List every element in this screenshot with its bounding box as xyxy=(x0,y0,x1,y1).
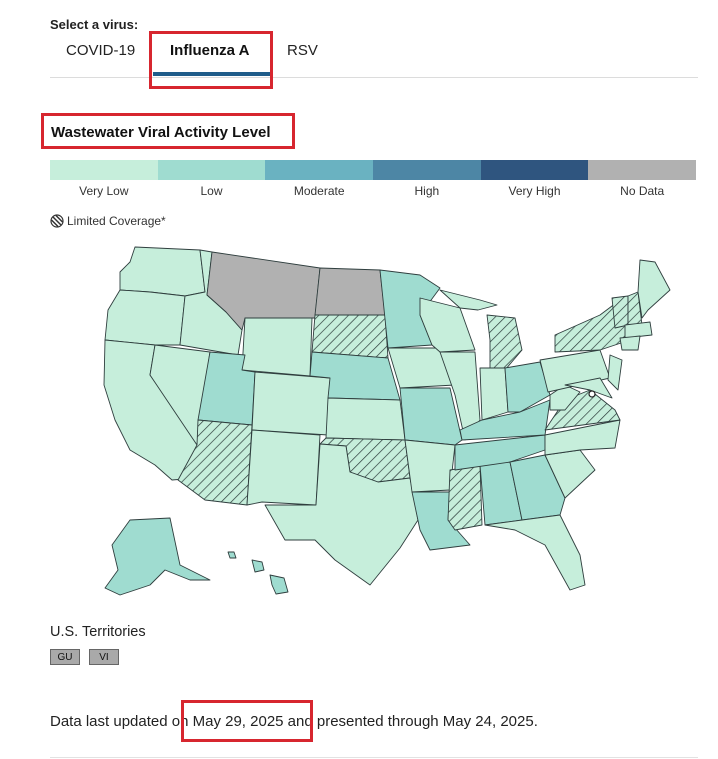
state-kansas[interactable] xyxy=(325,397,406,441)
limited-coverage-note: Limited Coverage* xyxy=(50,214,166,228)
state-maine[interactable] xyxy=(637,259,671,319)
state-texas[interactable] xyxy=(264,443,419,586)
legend-swatch-low xyxy=(157,160,266,180)
tab-influenza-a[interactable]: Influenza A xyxy=(170,42,250,59)
state-maryland[interactable] xyxy=(564,377,613,399)
state-ohio[interactable] xyxy=(504,361,551,413)
territory-gu[interactable]: GU xyxy=(50,649,80,665)
legend-labels: Very Low Low Moderate High Very High No … xyxy=(50,184,696,198)
state-washington[interactable] xyxy=(119,246,206,297)
state-new-mexico[interactable] xyxy=(246,429,321,506)
state-georgia[interactable] xyxy=(509,454,566,521)
legend-label-low: Low xyxy=(200,184,223,198)
dc-marker[interactable] xyxy=(588,390,596,398)
state-new-jersey[interactable] xyxy=(607,354,623,391)
section-title: Wastewater Viral Activity Level xyxy=(51,124,271,141)
tab-rsv[interactable]: RSV xyxy=(287,42,318,59)
legend-label-very-low: Very Low xyxy=(79,184,129,198)
state-michigan-up[interactable] xyxy=(439,289,498,311)
state-massachusetts[interactable] xyxy=(624,321,653,339)
legend-label-high: High xyxy=(414,184,440,198)
activity-legend xyxy=(50,160,697,180)
updated-date: May 29, 2025 xyxy=(192,713,284,730)
hatch-icon xyxy=(50,214,64,228)
tab-covid-19[interactable]: COVID-19 xyxy=(66,42,136,59)
state-colorado[interactable] xyxy=(251,371,331,436)
state-arizona[interactable] xyxy=(177,419,253,506)
state-florida[interactable] xyxy=(484,514,586,591)
legend-swatch-no-data xyxy=(588,160,697,180)
territory-vi[interactable]: VI xyxy=(89,649,119,665)
legend-swatch-very-high xyxy=(480,160,589,180)
virus-select-label: Select a virus: xyxy=(50,17,139,32)
state-mississippi[interactable] xyxy=(447,464,483,531)
legend-swatch-very-low xyxy=(50,160,158,180)
updated-prefix: Data last updated on xyxy=(50,713,193,730)
state-michigan[interactable] xyxy=(486,314,523,371)
state-north-dakota[interactable] xyxy=(314,267,386,316)
state-vermont[interactable] xyxy=(611,295,629,329)
state-arkansas[interactable] xyxy=(404,439,456,493)
state-indiana[interactable] xyxy=(479,367,509,421)
territories-title: U.S. Territories xyxy=(50,624,146,640)
legend-label-no-data: No Data xyxy=(620,184,665,198)
legend-label-moderate: Moderate xyxy=(293,184,345,198)
legend-swatch-moderate xyxy=(265,160,374,180)
state-south-dakota[interactable] xyxy=(311,314,389,359)
divider xyxy=(50,757,698,758)
state-connecticut[interactable] xyxy=(619,335,641,351)
legend-swatch-high xyxy=(373,160,481,180)
state-wyoming[interactable] xyxy=(241,317,313,377)
state-oregon[interactable] xyxy=(104,289,186,346)
data-updated-note: Data last updated on May 29, 2025 and pr… xyxy=(50,713,538,730)
virus-tabs: COVID-19 Influenza A RSV xyxy=(50,30,698,78)
limited-coverage-label: Limited Coverage* xyxy=(67,214,166,228)
active-tab-indicator xyxy=(153,72,270,76)
updated-suffix: and presented through May 24, 2025. xyxy=(283,713,538,730)
state-hawaii[interactable] xyxy=(227,551,289,595)
legend-label-very-high: Very High xyxy=(508,184,561,198)
state-north-carolina[interactable] xyxy=(544,419,621,456)
state-alaska[interactable] xyxy=(104,517,211,596)
state-tennessee[interactable] xyxy=(454,434,546,471)
state-missouri[interactable] xyxy=(399,387,463,446)
